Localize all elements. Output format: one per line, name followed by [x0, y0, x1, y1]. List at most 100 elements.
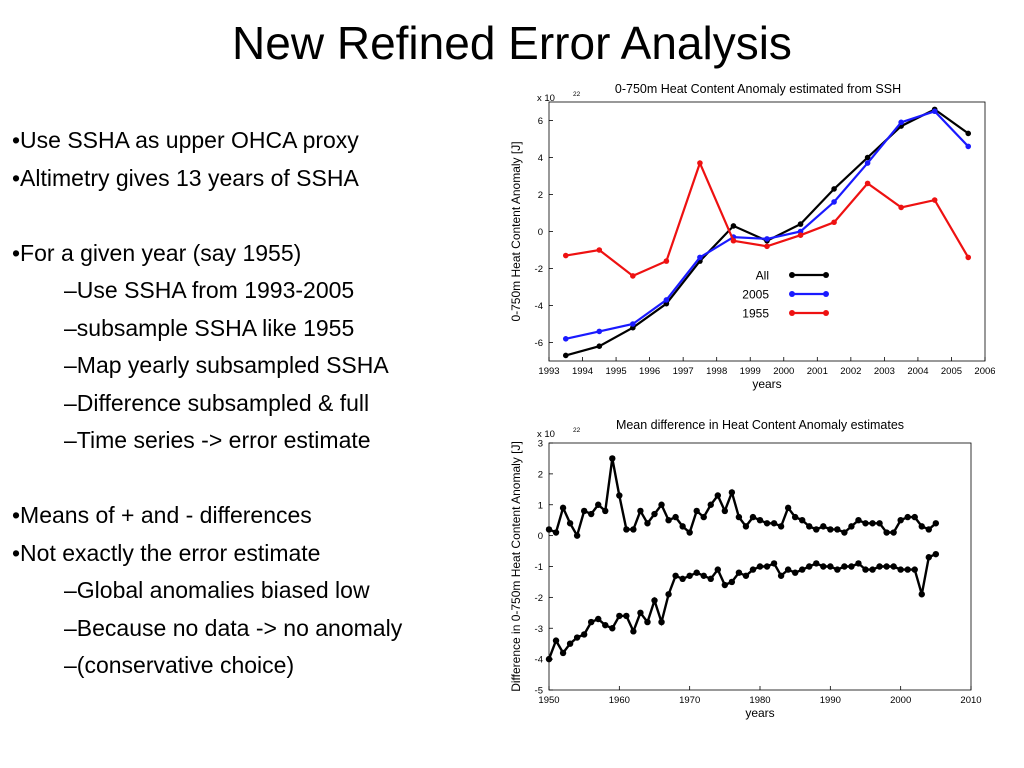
x-tick-label: 2001 [807, 366, 828, 377]
sub-bullet: –Global anomalies biased low [64, 577, 370, 603]
data-point [562, 336, 569, 342]
data-point [630, 526, 637, 533]
bullet: •Means of + and - differences [12, 502, 312, 528]
data-point [965, 143, 972, 150]
axis-multiplier-exponent: 22 [573, 91, 581, 98]
x-tick-label: 1970 [679, 695, 700, 706]
data-point [799, 566, 806, 573]
x-tick-label: 2010 [960, 695, 981, 706]
y-tick-label: 1 [538, 500, 543, 511]
data-point [749, 513, 757, 521]
data-point [700, 513, 707, 521]
data-point [693, 507, 700, 515]
data-point [580, 631, 588, 638]
data-point [721, 581, 729, 589]
x-axis-label: years [752, 377, 781, 391]
data-point [965, 130, 972, 137]
data-point [965, 254, 972, 261]
data-point [841, 529, 848, 536]
bullet: •Use SSHA as upper OHCA proxy [12, 127, 359, 153]
sub-bullet: –(conservative choice) [64, 652, 295, 678]
y-tick-label: 2 [538, 190, 543, 201]
data-point [784, 504, 792, 512]
y-axis-label: 0-750m Heat Content Anomaly [J] [509, 141, 523, 321]
data-point [573, 532, 581, 539]
data-point [911, 513, 918, 521]
y-tick-label: 0 [538, 227, 543, 238]
x-axis-label: years [745, 706, 774, 720]
data-point [904, 513, 911, 521]
data-point [707, 501, 714, 508]
data-point [848, 523, 855, 530]
data-point [644, 618, 651, 626]
data-point [566, 640, 574, 647]
data-point [898, 119, 904, 126]
bullet: •Not exactly the error estimate [12, 539, 321, 566]
legend-label: All [756, 269, 769, 283]
data-point [932, 550, 940, 558]
data-point [552, 637, 560, 644]
legend-marker [823, 272, 829, 278]
data-point [596, 328, 603, 335]
data-point [764, 236, 770, 242]
data-point [735, 513, 743, 521]
data-point [665, 516, 672, 524]
axis-multiplier-exponent: 22 [573, 427, 581, 434]
y-tick-label: 0 [538, 531, 543, 542]
data-point [791, 569, 799, 576]
y-tick-label: -3 [535, 624, 543, 635]
data-point [869, 566, 876, 573]
data-point [784, 566, 792, 573]
data-point [831, 219, 837, 226]
data-point [904, 566, 911, 573]
data-point [827, 526, 834, 533]
data-point [855, 516, 862, 524]
y-axis-label: Difference in 0-750m Heat Content Anomal… [509, 441, 523, 692]
data-point [693, 569, 700, 576]
data-point [637, 507, 644, 515]
y-tick-label: 6 [538, 116, 543, 127]
data-point [820, 523, 827, 530]
data-point [764, 243, 770, 250]
legend-label: 1955 [742, 307, 769, 321]
data-point [735, 569, 743, 576]
data-point [602, 621, 609, 629]
y-tick-label: -4 [535, 301, 543, 312]
data-point [898, 204, 904, 211]
legend-marker [789, 291, 795, 297]
chart-title: 0-750m Heat Content Anomaly estimated fr… [615, 82, 901, 96]
data-point [855, 560, 862, 567]
data-point [918, 591, 925, 598]
data-point [602, 507, 609, 515]
y-tick-label: -1 [535, 562, 543, 573]
data-point [630, 273, 636, 279]
x-tick-label: 1993 [538, 366, 559, 377]
legend-marker [823, 291, 829, 297]
data-point [883, 529, 890, 536]
sub-bullet: –Map yearly subsampled SSHA [64, 352, 389, 378]
y-tick-label: 2 [538, 469, 543, 480]
data-point [728, 489, 736, 496]
data-point [697, 254, 703, 261]
data-point [742, 523, 750, 530]
data-point [545, 655, 553, 663]
legend-label: 2005 [742, 288, 769, 302]
data-point [616, 492, 623, 499]
data-point [897, 566, 904, 573]
series-line [565, 160, 970, 278]
heat-content-ssh-chart: 0-750m Heat Content Anomaly estimated fr… [509, 82, 995, 391]
data-point [834, 566, 841, 573]
data-point [663, 297, 670, 303]
data-point [876, 520, 883, 527]
data-point [931, 108, 938, 115]
data-point [596, 247, 603, 253]
data-point [707, 575, 714, 583]
data-point [777, 572, 785, 579]
data-point [864, 154, 871, 161]
data-point [562, 352, 569, 359]
data-point [730, 223, 737, 229]
data-point [797, 221, 804, 227]
data-point [864, 180, 871, 187]
bullet-spacer [12, 460, 492, 498]
data-point [595, 501, 602, 508]
